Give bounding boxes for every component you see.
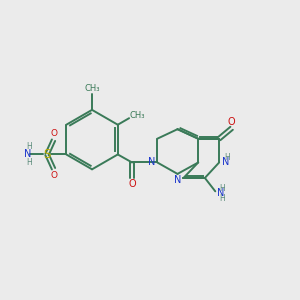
- Text: H: H: [26, 142, 32, 151]
- Text: O: O: [50, 171, 57, 180]
- Text: N: N: [217, 188, 224, 198]
- Text: O: O: [228, 117, 236, 127]
- Text: N: N: [174, 176, 181, 185]
- Text: N: N: [148, 158, 156, 167]
- Text: O: O: [50, 129, 57, 138]
- Text: N: N: [222, 158, 230, 167]
- Text: S: S: [43, 148, 51, 161]
- Text: CH₃: CH₃: [84, 84, 100, 93]
- Text: O: O: [128, 179, 136, 190]
- Text: N: N: [24, 149, 32, 160]
- Text: H: H: [225, 153, 230, 162]
- Text: H: H: [219, 184, 225, 193]
- Text: CH₃: CH₃: [129, 111, 145, 120]
- Text: H: H: [26, 158, 32, 167]
- Text: H: H: [219, 194, 225, 203]
